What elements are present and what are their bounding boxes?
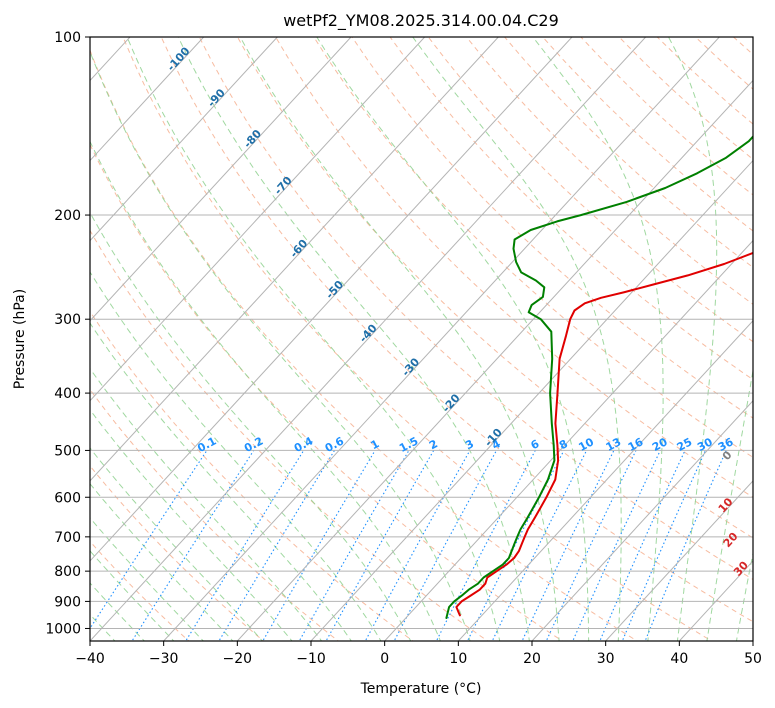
x-tick-label: 30: [597, 651, 615, 667]
plot-frame: [89, 36, 754, 642]
y-tick-label: 100: [54, 30, 81, 46]
dry-adiabat-line: [198, 37, 753, 580]
mixing-ratio-label: 20: [650, 435, 670, 454]
isotherm-line: [531, 400, 753, 641]
isotherm-line: [90, 37, 278, 242]
mixing-ratio-label: 30: [695, 435, 715, 454]
x-axis-ticks: −40 −30 −20 −10 0 10 20 30 40 50: [75, 641, 762, 667]
dry-adiabat-line: [275, 37, 753, 498]
isotherm-line: [310, 159, 753, 641]
isobar-gridlines: [90, 37, 753, 629]
x-axis-title: Temperature (°C): [360, 681, 482, 697]
dewpoint-profile-line: [445, 135, 753, 619]
x-tick-label: 10: [449, 651, 467, 667]
y-tick-label: 800: [54, 564, 81, 580]
mixing-ratio-label: 36: [716, 435, 736, 454]
x-tick-label: −30: [149, 651, 179, 667]
y-tick-label: 200: [54, 208, 81, 224]
dry-adiabat-line: [466, 37, 753, 305]
x-tick-label: −40: [75, 651, 105, 667]
mixing-ratio-label: 10: [576, 435, 596, 454]
x-tick-label: 0: [380, 651, 389, 667]
mixing-ratio-label: 13: [604, 435, 624, 454]
dry-adiabat-line: [90, 229, 489, 641]
x-tick-label: 20: [523, 651, 541, 667]
moist-adiabat-line: [90, 447, 264, 641]
isotherm-line: [605, 480, 753, 641]
isotherm-line: [90, 37, 573, 562]
temperature-profile-line: [455, 251, 753, 617]
isotherm-line: [384, 239, 753, 641]
profile-series: [445, 135, 753, 619]
isotherms: [90, 37, 753, 641]
x-tick-label: 50: [744, 651, 762, 667]
moist-adiabat-line: [90, 483, 234, 641]
y-tick-label: 400: [54, 386, 81, 402]
x-tick-label: 40: [670, 651, 688, 667]
y-tick-label: 300: [54, 312, 81, 328]
y-tick-label: 500: [54, 443, 81, 459]
y-tick-label: 1000: [45, 621, 81, 637]
y-axis-title: Pressure (hPa): [12, 289, 28, 389]
y-axis-ticks: 1000 900 800 700 600 500 400 300 200 100: [45, 30, 90, 637]
moist-adiabat-line: [90, 140, 441, 641]
y-tick-label: 900: [54, 594, 81, 610]
isotherm-line: [163, 37, 720, 641]
dry-adiabat-line: [90, 310, 414, 641]
y-tick-label: 600: [54, 490, 81, 506]
x-tick-label: −10: [296, 651, 326, 667]
mixing-ratio-label: 25: [675, 435, 695, 454]
dry-adiabat-line: [237, 37, 753, 539]
dry-adiabat-line: [427, 37, 753, 343]
moist-adiabat-line: [90, 211, 412, 641]
isotherm-line: [90, 37, 352, 322]
isotherm-line: [90, 37, 426, 402]
y-tick-label: 700: [54, 530, 81, 546]
isotherm-line: [90, 37, 499, 482]
mixing-ratio-label: 16: [626, 435, 646, 454]
x-tick-label: −20: [223, 651, 253, 667]
isotherm-line: [457, 319, 753, 641]
isotherm-line: [90, 37, 205, 162]
isotherm-line: [90, 37, 647, 641]
plot-area: [90, 37, 753, 641]
isotherm-line: [236, 79, 753, 641]
dry-adiabat-line: [351, 37, 753, 419]
chart-title: wetPf2_YM08.2025.314.00.04.C29: [283, 11, 559, 31]
